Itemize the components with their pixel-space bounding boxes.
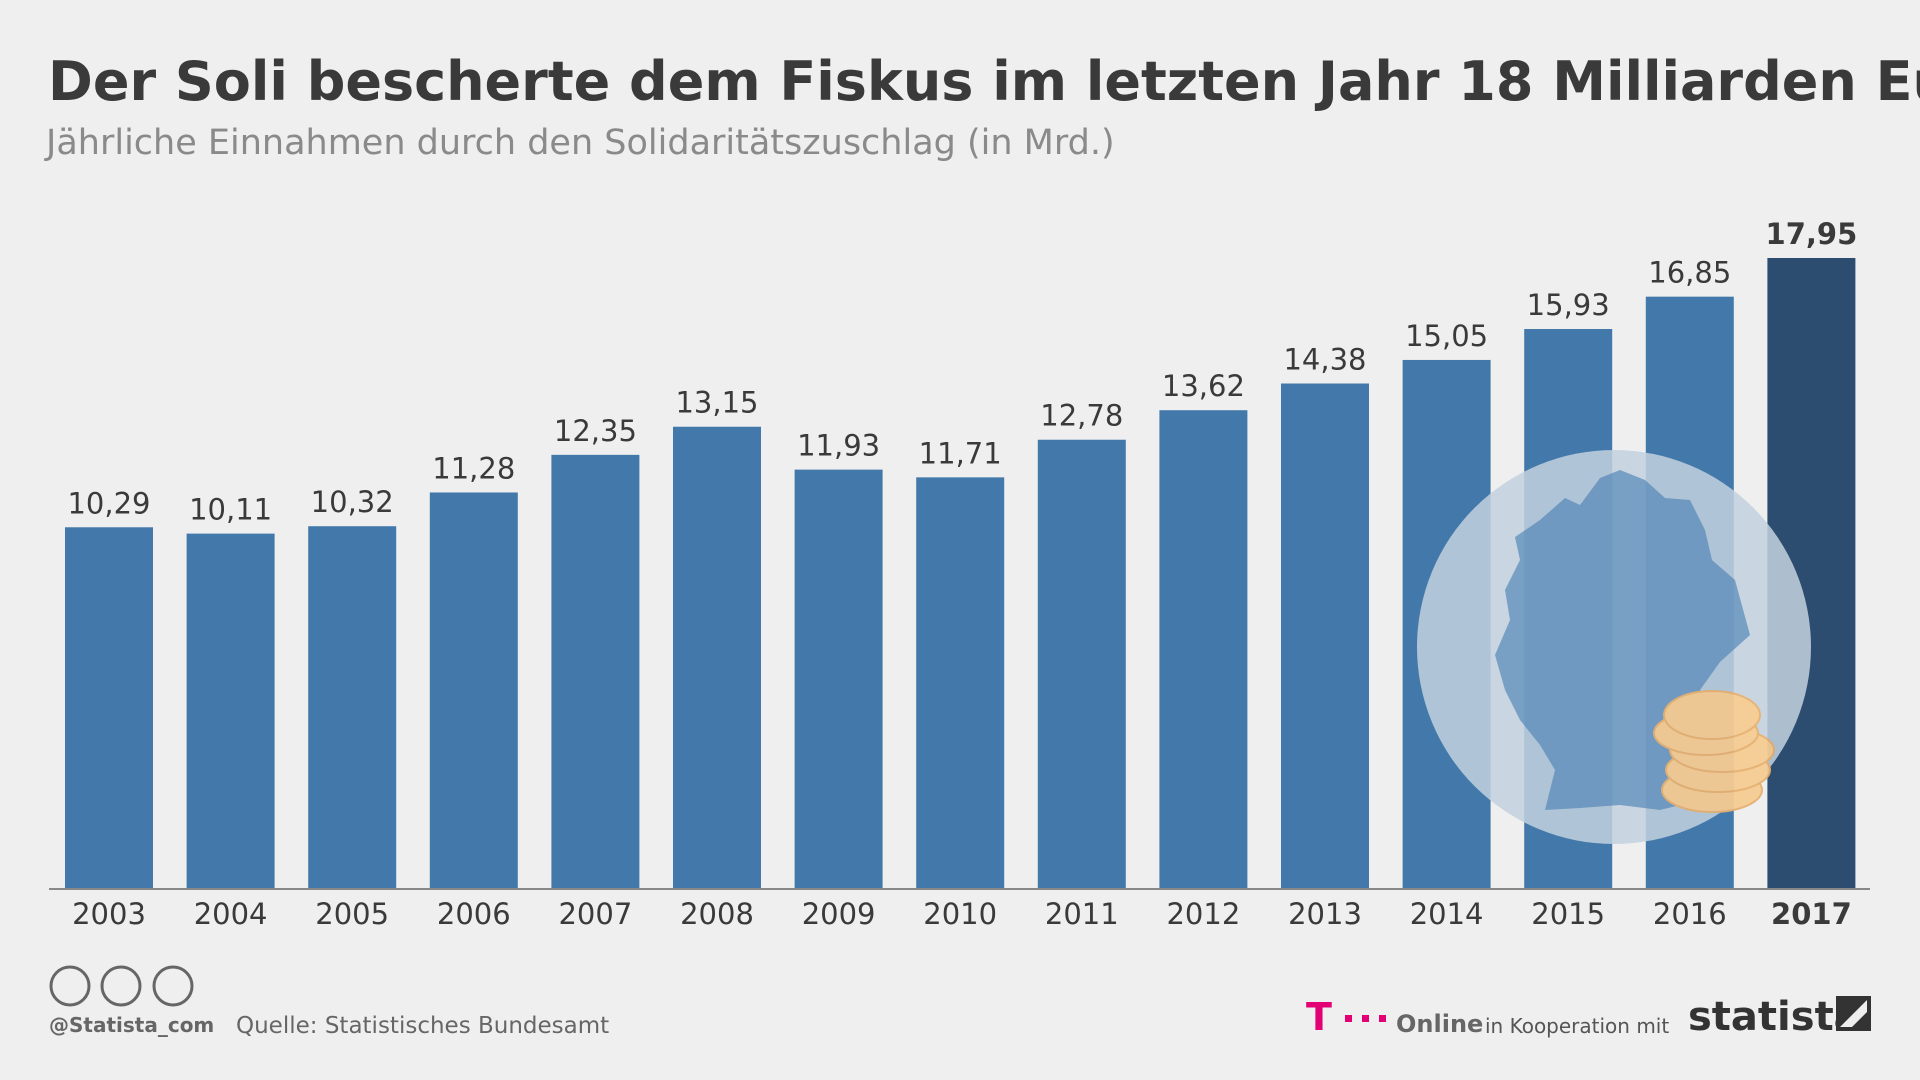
x-tick-label: 2005: [315, 897, 389, 931]
value-label: 10,32: [311, 485, 394, 519]
x-tick-label: 2013: [1288, 897, 1362, 931]
brand: statista: [1688, 994, 1861, 1040]
value-label: 16,85: [1648, 256, 1731, 290]
value-label: 12,78: [1040, 399, 1123, 433]
value-label: 17,95: [1766, 217, 1858, 251]
x-tick-label: 2004: [194, 897, 268, 931]
value-label: 11,93: [797, 429, 880, 463]
bar: [673, 426, 761, 889]
bar: [186, 533, 275, 889]
bar: [1281, 383, 1369, 889]
x-tick-label: 2009: [802, 897, 876, 931]
x-tick-label: 2014: [1410, 897, 1484, 931]
coins: [1653, 690, 1775, 813]
value-label: 11,71: [919, 436, 1002, 470]
cc-icons: [49, 965, 194, 1007]
source: Quelle: Statistisches Bundesamt: [236, 1013, 609, 1039]
value-label: 12,35: [554, 414, 637, 448]
bar: [1159, 410, 1248, 889]
value-label: 15,93: [1527, 288, 1610, 322]
brand-logo-cut: [1840, 1000, 1867, 1027]
bar: [916, 477, 1005, 889]
x-tick-label: 2007: [558, 897, 632, 931]
cooperation: in Kooperation mit: [1485, 1014, 1669, 1038]
illustration: [1417, 450, 1811, 844]
x-tick-label: 2017: [1771, 897, 1852, 931]
x-tick-label: 2011: [1045, 897, 1119, 931]
t-logo: T: [1306, 995, 1332, 1039]
bar: [551, 454, 640, 889]
value-label: 10,11: [189, 493, 272, 527]
x-tick-label: 2006: [437, 897, 511, 931]
bar: [429, 492, 518, 889]
handle: @Statista_com: [49, 1013, 214, 1037]
value-label: 14,38: [1283, 342, 1366, 376]
value-label: 11,28: [432, 451, 515, 485]
value-label: 10,29: [67, 486, 150, 520]
bar: [308, 526, 397, 889]
x-tick-label: 2015: [1531, 897, 1605, 931]
bar: [1037, 439, 1126, 889]
x-tick-label: 2010: [923, 897, 997, 931]
x-tick-label: 2003: [72, 897, 146, 931]
value-label: 13,62: [1162, 369, 1245, 403]
x-tick-label: 2016: [1653, 897, 1727, 931]
x-tick-label: 2012: [1166, 897, 1240, 931]
bar: [65, 527, 153, 889]
bar: [794, 469, 883, 889]
chart-title: Der Soli bescherte dem Fiskus im letzten…: [48, 50, 1920, 113]
partner: Online: [1396, 1010, 1483, 1038]
x-tick-label: 2008: [680, 897, 754, 931]
t-logo-dots: [1345, 1015, 1386, 1022]
chart-subtitle: Jährliche Einnahmen durch den Solidaritä…: [44, 123, 1115, 163]
value-label: 15,05: [1405, 319, 1488, 353]
value-label: 13,15: [675, 386, 758, 420]
